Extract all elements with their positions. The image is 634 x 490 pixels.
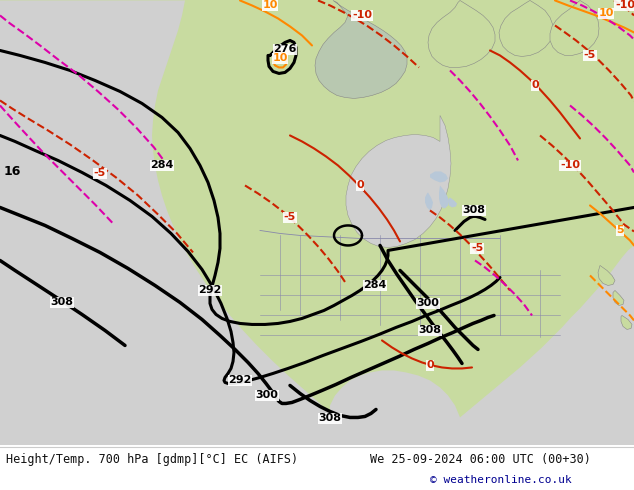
Text: -10: -10 bbox=[615, 0, 634, 10]
Text: 10: 10 bbox=[598, 8, 614, 19]
Text: 308: 308 bbox=[318, 414, 342, 423]
Polygon shape bbox=[448, 197, 457, 207]
Polygon shape bbox=[412, 245, 634, 445]
Text: 10: 10 bbox=[273, 53, 288, 63]
Text: 308: 308 bbox=[51, 297, 74, 307]
Polygon shape bbox=[621, 316, 632, 329]
Text: 0: 0 bbox=[356, 180, 364, 191]
Text: -5: -5 bbox=[584, 50, 596, 60]
Text: Height/Temp. 700 hPa [gdmp][°C] EC (AIFS): Height/Temp. 700 hPa [gdmp][°C] EC (AIFS… bbox=[6, 453, 298, 466]
Text: -10: -10 bbox=[560, 160, 580, 171]
Text: -5: -5 bbox=[471, 244, 483, 253]
Polygon shape bbox=[439, 185, 449, 208]
Polygon shape bbox=[428, 0, 495, 68]
Text: 10: 10 bbox=[262, 0, 278, 10]
Polygon shape bbox=[598, 266, 615, 286]
Text: -5: -5 bbox=[94, 169, 106, 178]
Polygon shape bbox=[550, 0, 599, 55]
Text: 308: 308 bbox=[418, 325, 441, 336]
Text: 0: 0 bbox=[531, 80, 539, 91]
Polygon shape bbox=[613, 291, 624, 305]
Text: 276: 276 bbox=[273, 45, 297, 54]
Text: 292: 292 bbox=[198, 286, 222, 295]
Text: 16: 16 bbox=[4, 166, 22, 178]
Polygon shape bbox=[315, 0, 407, 98]
Text: -10: -10 bbox=[352, 10, 372, 21]
Text: 284: 284 bbox=[363, 280, 387, 291]
Text: © weatheronline.co.uk: © weatheronline.co.uk bbox=[430, 475, 572, 485]
Text: 300: 300 bbox=[256, 391, 278, 400]
Polygon shape bbox=[425, 193, 433, 210]
Polygon shape bbox=[499, 0, 553, 56]
Text: 300: 300 bbox=[417, 298, 439, 308]
Polygon shape bbox=[346, 116, 451, 247]
Text: 0: 0 bbox=[426, 361, 434, 370]
Polygon shape bbox=[330, 370, 464, 445]
Text: -5: -5 bbox=[284, 213, 296, 222]
Polygon shape bbox=[0, 0, 394, 445]
Text: We 25-09-2024 06:00 UTC (00+30): We 25-09-2024 06:00 UTC (00+30) bbox=[370, 453, 591, 466]
Polygon shape bbox=[430, 172, 448, 182]
Text: 292: 292 bbox=[228, 375, 252, 386]
Text: 308: 308 bbox=[462, 205, 486, 216]
Text: 5: 5 bbox=[616, 225, 624, 236]
Text: 284: 284 bbox=[150, 160, 174, 171]
